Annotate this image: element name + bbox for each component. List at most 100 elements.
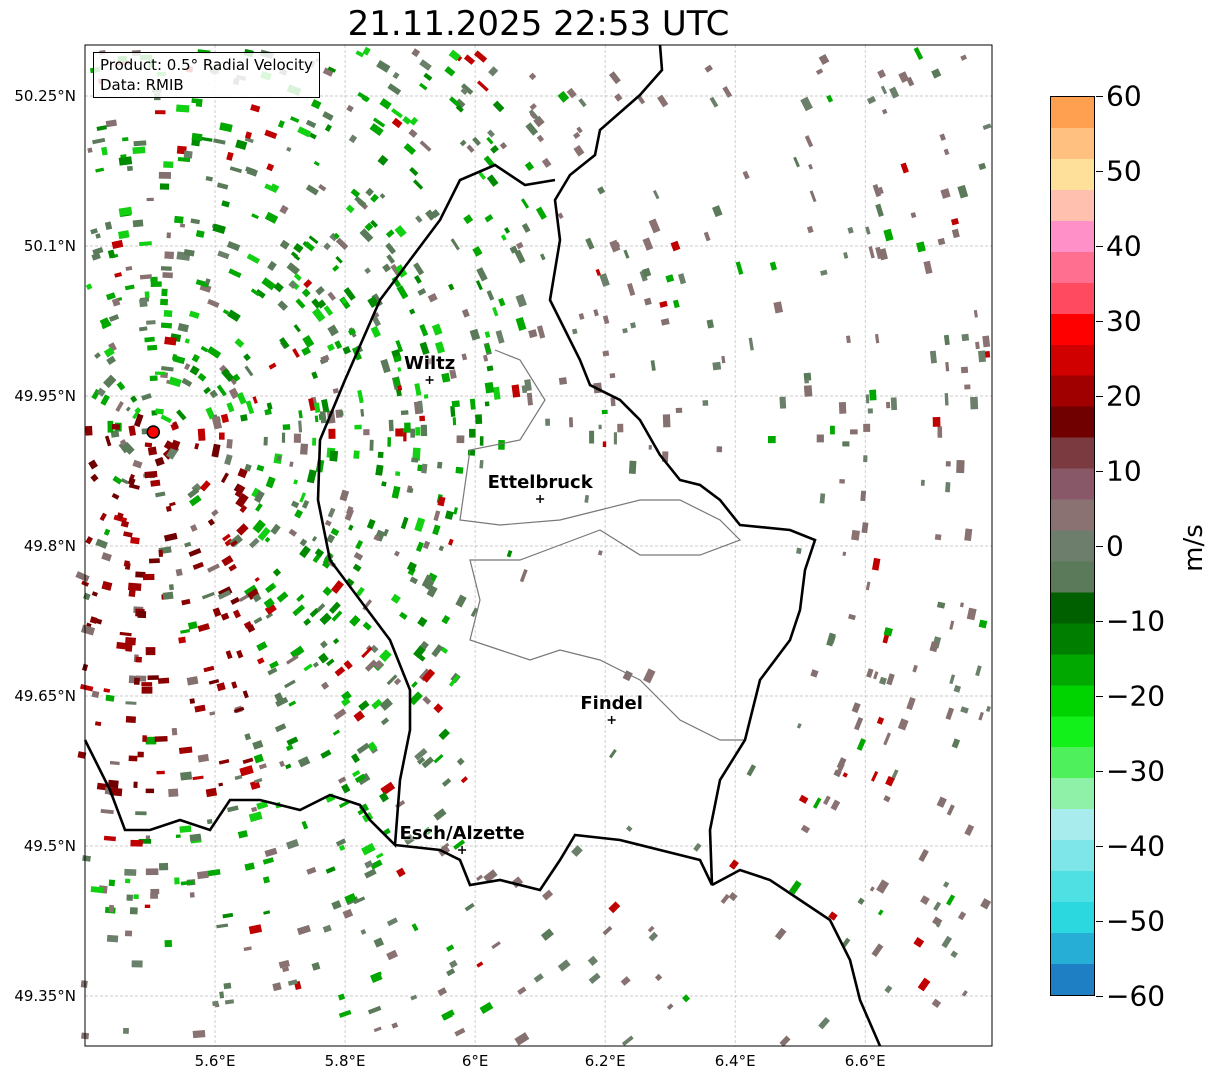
echo-pixel: [301, 820, 309, 830]
echo-pixel: [320, 749, 332, 759]
echo-pixel: [602, 441, 607, 448]
echo-pixel: [406, 561, 417, 572]
echo-pixel: [362, 621, 372, 631]
echo-pixel: [593, 309, 599, 317]
echo-pixel: [455, 594, 467, 608]
echo-pixel: [533, 973, 544, 983]
colorbar-tick: [1096, 471, 1103, 472]
echo-pixel: [233, 706, 245, 713]
echo-pixel: [800, 96, 813, 112]
echo-pixel: [415, 541, 424, 552]
echo-pixel: [517, 986, 527, 995]
colorbar-tick: [1096, 771, 1103, 772]
echo-pixel: [92, 137, 106, 145]
echo-pixel: [125, 406, 131, 412]
echo-pixel: [160, 266, 172, 271]
echo-pixel: [589, 430, 595, 444]
echo-pixel: [379, 98, 392, 110]
echo-pixel: [146, 197, 154, 202]
echo-pixel: [95, 538, 108, 549]
echo-pixel: [648, 218, 661, 234]
echo-pixel: [415, 427, 421, 436]
echo-pixel: [913, 46, 924, 60]
echo-pixel: [156, 770, 165, 775]
echo-pixel: [441, 614, 451, 625]
echo-pixel: [312, 661, 319, 668]
echo-pixel: [187, 487, 200, 499]
echo-pixel: [242, 757, 254, 765]
echo-pixel: [373, 937, 385, 948]
echo-pixel: [452, 417, 457, 426]
echo-pixel: [218, 782, 224, 787]
echo-pixel: [357, 809, 364, 816]
echo-pixel: [364, 659, 378, 672]
echo-pixel: [256, 641, 268, 652]
echo-pixel: [326, 533, 336, 544]
echo-pixel: [839, 479, 845, 484]
echo-pixel: [362, 46, 371, 56]
echo-pixel: [371, 698, 383, 710]
echo-pixel: [867, 408, 873, 414]
echo-pixel: [843, 251, 849, 259]
echo-pixel: [818, 53, 830, 66]
echo-pixel: [773, 301, 784, 314]
echo-pixel: [279, 204, 289, 215]
echo-pixel: [312, 437, 317, 446]
echo-pixel: [117, 230, 130, 240]
echo-pixel: [433, 703, 444, 714]
echo-pixel: [445, 944, 455, 952]
echo-pixel: [767, 436, 776, 444]
echo-pixel: [188, 548, 202, 557]
echo-pixel: [324, 519, 332, 527]
echo-pixel: [886, 401, 891, 409]
echo-pixel: [409, 116, 419, 126]
echo-pixel: [107, 249, 116, 259]
echo-pixel: [203, 665, 215, 673]
echo-pixel: [301, 499, 310, 509]
echo-pixel: [913, 937, 925, 948]
echo-pixel: [345, 577, 355, 587]
echo-pixel: [498, 297, 506, 307]
echo-pixel: [220, 413, 229, 424]
echo-pixel: [203, 386, 212, 395]
echo-pixel: [830, 425, 835, 435]
echo-pixel: [183, 249, 195, 257]
echo-pixel: [964, 528, 973, 542]
echo-pixel: [118, 156, 133, 166]
echo-pixel: [819, 493, 826, 504]
echo-pixel: [133, 413, 144, 428]
echo-pixel: [300, 443, 309, 455]
echo-pixel: [311, 298, 322, 309]
echo-pixel: [212, 223, 226, 234]
echo-pixel: [796, 547, 802, 555]
product-label: Product: 0.5° Radial Velocity: [100, 56, 313, 74]
echo-pixel: [395, 800, 406, 809]
echo-pixel: [181, 598, 191, 606]
echo-pixel: [662, 414, 671, 428]
echo-pixel: [318, 652, 329, 664]
echo-pixel: [308, 235, 319, 245]
echo-pixel: [262, 857, 274, 865]
echo-pixel: [285, 654, 299, 665]
echo-pixel: [823, 795, 831, 806]
echo-pixel: [978, 711, 984, 721]
echo-pixel: [961, 990, 968, 997]
echo-pixel: [219, 122, 233, 133]
echo-pixel: [803, 372, 812, 381]
echo-pixel: [238, 594, 249, 602]
echo-pixel: [648, 931, 659, 942]
echo-pixel: [195, 229, 205, 238]
echo-pixel: [382, 528, 389, 537]
echo-pixel: [292, 604, 306, 617]
echo-pixel: [444, 66, 456, 77]
echo-pixel: [885, 775, 895, 787]
echo-pixel: [264, 536, 271, 543]
echo-pixel: [557, 90, 570, 103]
echo-pixel: [975, 665, 982, 677]
echo-pixel: [572, 131, 581, 139]
echo-pixel: [145, 788, 155, 794]
echo-pixel: [397, 385, 403, 391]
echo-pixel: [379, 193, 386, 199]
echo-pixel: [597, 550, 603, 556]
echo-pixel: [252, 593, 262, 603]
